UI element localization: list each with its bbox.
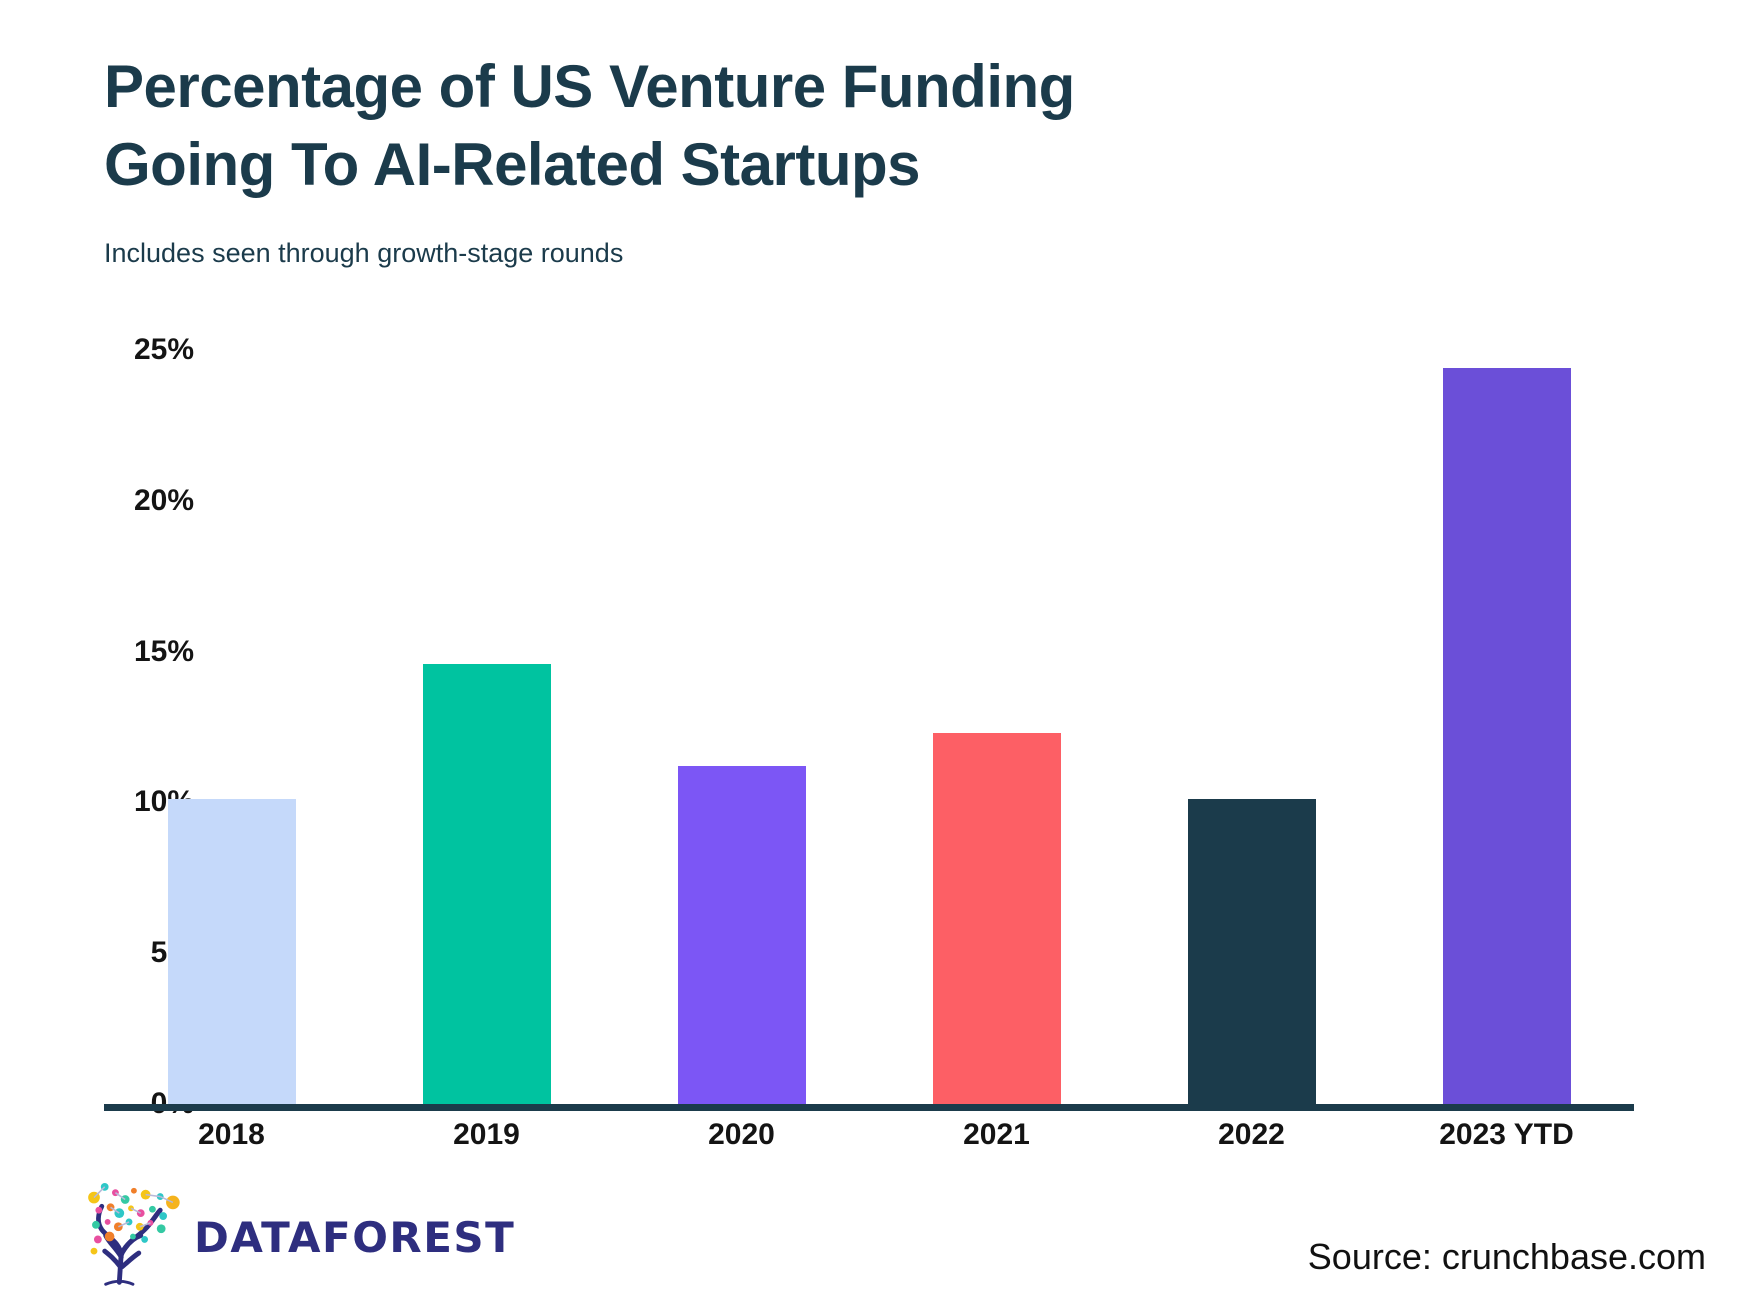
dataforest-logo: DATAFOREST: [72, 1178, 515, 1296]
chart-header: Percentage of US Venture Funding Going T…: [104, 48, 1404, 269]
y-axis-tick-label: 20%: [133, 483, 194, 517]
bar-slot: [677, 350, 806, 1104]
x-axis-tick-label: 2023 YTD: [1439, 1118, 1574, 1151]
bar-slot: [422, 350, 551, 1104]
logo-wordmark: DATAFOREST: [194, 1212, 516, 1262]
x-axis-tick-label: 2019: [453, 1118, 520, 1151]
bar-2019[interactable]: [422, 663, 551, 1104]
x-axis-tick-label: 2022: [1218, 1118, 1285, 1151]
x-axis-tick-label: 2021: [963, 1118, 1030, 1151]
bar-2020[interactable]: [677, 766, 806, 1104]
bar-slot: [1187, 350, 1316, 1104]
bar-2022[interactable]: [1187, 799, 1316, 1104]
bar-slot: [932, 350, 1061, 1104]
x-axis-tick-label: 2018: [198, 1118, 265, 1151]
tree-logo-icon: [88, 1182, 180, 1286]
chart-subtitle: Includes seen through growth-stage round…: [104, 238, 624, 268]
bar-2021[interactable]: [932, 733, 1061, 1104]
bar-slot: [1442, 350, 1571, 1104]
x-axis: 2018 2019 2020 2021 2022 2023 YTD: [104, 1118, 1634, 1178]
bar-2023-ytd[interactable]: [1442, 368, 1571, 1104]
y-axis-tick-label: 15%: [133, 634, 194, 668]
chart-title: Percentage of US Venture Funding Going T…: [104, 53, 1075, 198]
source-attribution: Source: crunchbase.com: [1307, 1236, 1706, 1277]
bar-group: [104, 350, 1634, 1104]
y-axis-tick-label: 25%: [133, 333, 194, 366]
bar-slot: [167, 350, 296, 1104]
x-axis-baseline: [104, 1104, 1634, 1111]
bar-2018[interactable]: [167, 799, 296, 1104]
x-axis-tick-label: 2020: [708, 1118, 775, 1151]
